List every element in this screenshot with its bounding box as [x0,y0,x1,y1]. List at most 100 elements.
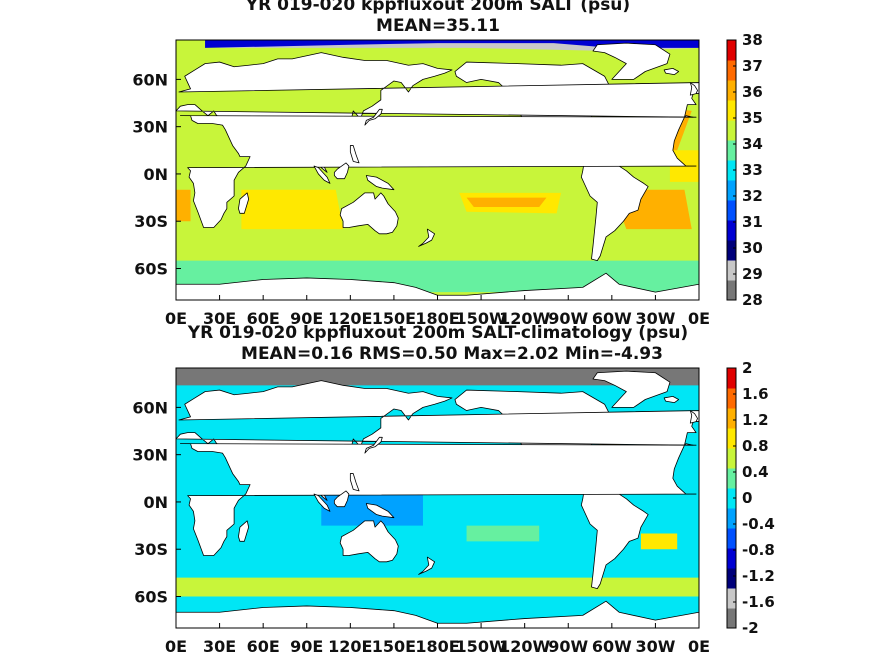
x-tick-label: 150W [456,637,507,656]
map-panel-salt-anomaly: YR 019-020 kppfluxout 200m SALT-climatol… [132,323,774,656]
land-new-zealand [418,556,435,575]
field-region [205,40,699,48]
colorbar-segment [727,100,736,121]
y-tick-label: 60N [132,70,168,89]
land-borneo [333,162,350,180]
colorbar-tick-label: -1.6 [742,593,775,611]
x-tick-label: 90E [290,637,323,656]
x-tick-label: 30W [635,637,675,656]
colorbar-tick-label: -0.4 [742,515,775,533]
colorbar-segment [727,508,736,529]
x-tick-label: 150E [372,309,416,328]
colorbar-segment [727,368,736,389]
land-japan [364,108,383,126]
field-region [466,197,547,208]
land-uk [689,82,698,96]
land-africa [179,443,697,556]
colorbar-segment [727,608,736,629]
colorbar-tick-label: 29 [742,265,763,283]
colorbar-segment [727,468,736,489]
chart-title: YR 019-020 kppfluxout 200m SALT (psu) [245,0,630,15]
x-tick-label: 60W [592,309,632,328]
y-tick-label: 60N [132,398,168,417]
field-region [466,525,540,542]
land-iceland [663,67,680,76]
colorbar-tick-label: 36 [742,83,763,101]
field-region [176,189,191,222]
colorbar-segment [727,528,736,549]
colorbar-segment [727,260,736,281]
colorbar-tick-label: 0 [742,489,752,507]
x-tick-label: 90W [548,637,588,656]
land-sumatra [313,493,331,512]
colorbar-segment [727,428,736,449]
colorbar-segment [727,140,736,161]
x-tick-label: 0E [165,637,187,656]
colorbar-tick-label: 2 [742,359,752,377]
colorbar-segment [727,180,736,201]
land-new-zealand [418,228,435,247]
colorbar-segment [727,240,736,261]
field-region [648,197,688,219]
colorbar: -2 -1.6 -1.2 -0.8 -0.4 0 0.4 0.8 1.2 1.6 2 [726,359,775,637]
field-region [241,189,344,230]
land-australia [339,192,399,235]
land-madagascar [238,520,250,542]
land-japan [364,436,383,454]
colorbar-segment [727,80,736,101]
colorbar-tick-label: 34 [742,135,763,153]
y-tick-label: 30S [134,212,168,231]
x-tick-label: 180E [415,309,459,328]
land-greenland [592,370,671,408]
colorbar-segment [727,448,736,469]
chart-subtitle: MEAN=0.16 RMS=0.50 Max=2.02 Min=-4.93 [241,344,663,364]
colorbar-tick-label: 33 [742,161,763,179]
x-tick-label: 30E [203,637,236,656]
colorbar-segment [727,568,736,589]
colorbar-segment [727,40,736,61]
field-region [640,533,678,550]
y-tick-label: 60S [134,259,168,278]
x-tick-label: 150W [456,309,507,328]
land-new-guinea [365,503,395,519]
y-tick-label: 0N [143,165,168,184]
x-tick-label: 30E [203,309,236,328]
colorbar-tick-label: 28 [742,291,763,309]
x-tick-label: 0E [688,637,710,656]
land-new-guinea [365,175,395,191]
colorbar-tick-label: 32 [742,187,763,205]
colorbar-segment [727,388,736,409]
colorbar-tick-label: -2 [742,619,759,637]
y-tick-label: 0N [143,493,168,512]
colorbar-segment [727,408,736,429]
land-australia [339,520,399,563]
colorbar-tick-label: 31 [742,213,763,231]
land-iceland [663,395,680,404]
colorbar-segment [727,200,736,221]
y-tick-label: 60S [134,587,168,606]
x-tick-label: 150E [372,637,416,656]
land-mask [176,42,699,300]
x-tick-label: 60E [247,637,280,656]
land-antarctica [176,272,699,300]
colorbar-segment [727,220,736,241]
land-greenland [592,42,671,80]
land-antarctica [176,600,699,628]
chart-title: YR 019-020 kppfluxout 200m SALT-climatol… [187,323,688,343]
colorbar-tick-label: 1.2 [742,411,769,429]
colorbar-tick-label: 0.8 [742,437,769,455]
x-tick-label: 180E [415,637,459,656]
x-tick-label: 120E [328,637,372,656]
colorbar-segment [727,60,736,81]
colorbar-segment [727,548,736,569]
x-tick-label: 90W [548,309,588,328]
land-philippines [349,145,360,164]
land-mask [176,370,699,628]
colorbar-tick-label: 30 [742,239,763,257]
x-tick-label: 0E [688,309,710,328]
field-region [176,368,699,386]
colorbar-tick-label: -1.2 [742,567,775,585]
x-tick-label: 60W [592,637,632,656]
